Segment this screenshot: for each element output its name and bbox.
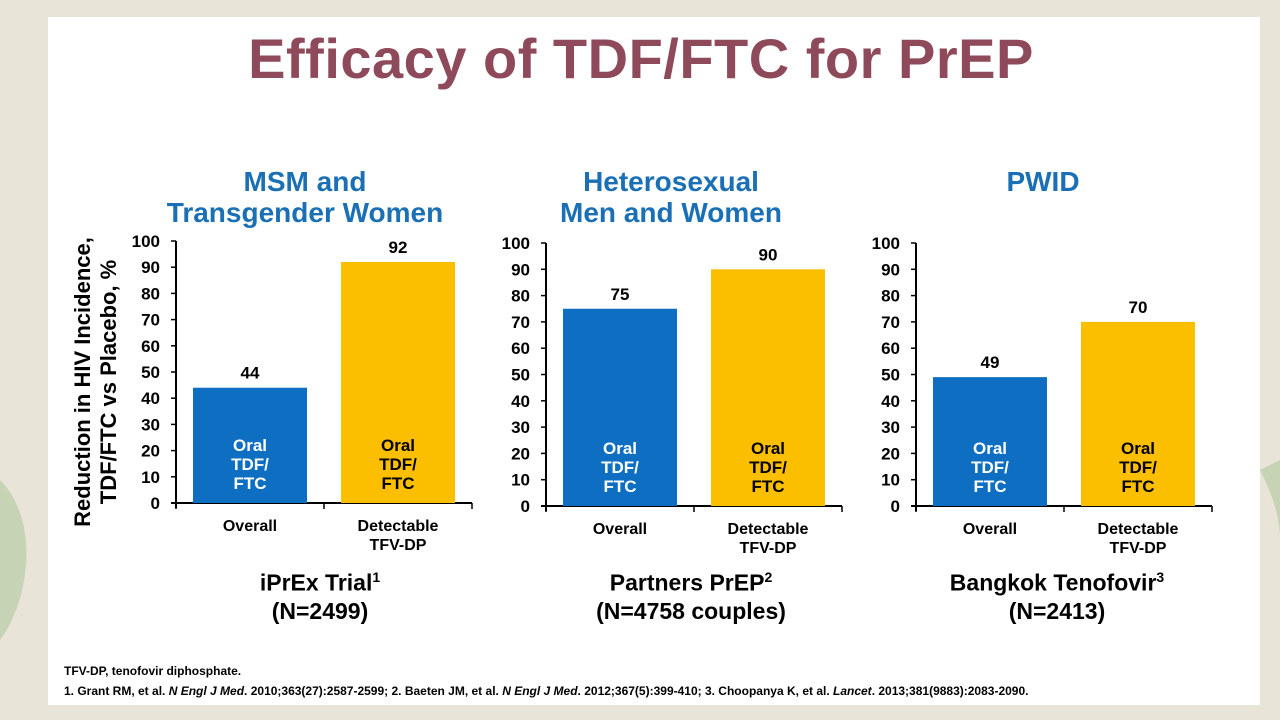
y-tick-label-msm: 60 [141,337,160,356]
ref3-authors: 3. Choopanya K, et al. [705,684,833,698]
y-tick-label-heterosexual: 60 [511,339,530,358]
study-name-partners: Partners PrEP2 [510,563,872,597]
bar-inner-label-pwid-1: FTC [1121,477,1154,496]
y-tick-label-heterosexual: 10 [511,471,530,490]
bar-inner-label-heterosexual-1: Oral [751,439,785,458]
bar-inner-label-heterosexual-0: TDF/ [601,458,639,477]
category-label-heterosexual-1: TFV-DP [740,540,797,557]
bar-inner-label-pwid-0: TDF/ [971,458,1009,477]
ref1-authors: 1. Grant RM, et al. [64,684,169,698]
bar-value-label-msm-0: 44 [241,364,260,383]
panel-subtitle-iprex: iPrEx Trial1 (N=2499) [140,563,500,625]
y-tick-label-pwid: 60 [881,339,900,358]
footnote-references: 1. Grant RM, et al. N Engl J Med. 2010;3… [64,681,1028,701]
bar-inner-label-msm-0: Oral [233,436,267,455]
ref1-journal: N Engl J Med [169,684,244,698]
study-ref-bangkok: 3 [1156,569,1164,585]
y-tick-label-pwid: 80 [881,287,900,306]
bar-inner-label-heterosexual-0: FTC [603,477,636,496]
bar-inner-label-msm-0: TDF/ [231,455,269,474]
panel-subtitle-partners: Partners PrEP2 (N=4758 couples) [510,563,872,625]
bar-inner-label-msm-0: FTC [233,474,266,493]
study-name-partners-text: Partners PrEP [610,570,765,596]
bar-inner-label-heterosexual-1: FTC [751,477,784,496]
y-tick-label-pwid: 0 [891,497,900,516]
category-label-pwid-0: Overall [963,521,1017,538]
ref3-journal: Lancet [833,684,872,698]
y-tick-label-msm: 70 [141,311,160,330]
y-tick-label-msm: 90 [141,258,160,277]
study-name-iprex-text: iPrEx Trial [260,570,373,596]
y-tick-label-pwid: 10 [881,471,900,490]
y-tick-label-heterosexual: 70 [511,313,530,332]
y-tick-label-heterosexual: 80 [511,287,530,306]
category-label-msm-1: Detectable [358,518,439,535]
bar-inner-label-msm-1: TDF/ [379,455,417,474]
y-tick-label-heterosexual: 40 [511,392,530,411]
category-label-heterosexual-0: Overall [593,521,647,538]
bar-inner-label-pwid-0: FTC [973,477,1006,496]
category-label-pwid-1: TFV-DP [1110,540,1167,557]
study-n-iprex: (N=2499) [140,597,500,625]
ref2-authors: 2. Baeten JM, et al. [391,684,502,698]
ref2-citation: . 2012;367(5):399-410; [578,684,705,698]
y-tick-label-pwid: 30 [881,418,900,437]
study-n-bangkok: (N=2413) [880,597,1234,625]
bar-inner-label-pwid-1: Oral [1121,439,1155,458]
y-tick-label-heterosexual: 30 [511,418,530,437]
bar-inner-label-msm-1: FTC [381,474,414,493]
ref2-journal: N Engl J Med [502,684,577,698]
bar-inner-label-msm-1: Oral [381,436,415,455]
bar-value-label-msm-1: 92 [389,238,408,257]
y-tick-label-msm: 20 [141,442,160,461]
bar-inner-label-pwid-0: Oral [973,439,1007,458]
y-tick-label-heterosexual: 20 [511,444,530,463]
bar-inner-label-heterosexual-0: Oral [603,439,637,458]
ref1-citation: . 2010;363(27):2587-2599; [244,684,391,698]
category-label-pwid-1: Detectable [1098,521,1179,538]
category-label-msm-1: TFV-DP [370,537,427,554]
y-tick-label-pwid: 70 [881,313,900,332]
y-tick-label-msm: 0 [151,494,160,513]
study-name-bangkok-text: Bangkok Tenofovir [950,570,1157,596]
y-tick-label-heterosexual: 0 [521,497,530,516]
y-tick-label-heterosexual: 90 [511,260,530,279]
footnotes: TFV-DP, tenofovir diphosphate. 1. Grant … [64,661,1028,701]
study-ref-iprex: 1 [372,569,380,585]
y-tick-label-msm: 30 [141,415,160,434]
y-tick-label-heterosexual: 100 [502,234,530,253]
study-n-partners: (N=4758 couples) [510,597,872,625]
y-tick-label-pwid: 90 [881,260,900,279]
bar-inner-label-heterosexual-1: TDF/ [749,458,787,477]
footnote-abbreviation: TFV-DP, tenofovir diphosphate. [64,661,1028,681]
y-tick-label-msm: 10 [141,468,160,487]
study-name-bangkok: Bangkok Tenofovir3 [880,563,1234,597]
bar-value-label-heterosexual-0: 75 [611,285,630,304]
y-tick-label-msm: 50 [141,363,160,382]
bar-value-label-pwid-0: 49 [981,353,1000,372]
y-tick-label-pwid: 100 [872,234,900,253]
category-label-msm-0: Overall [223,518,277,535]
bar-value-label-pwid-1: 70 [1129,298,1148,317]
panel-subtitle-bangkok: Bangkok Tenofovir3 (N=2413) [880,563,1234,625]
category-label-heterosexual-1: Detectable [728,521,809,538]
y-tick-label-msm: 100 [132,232,160,251]
ref3-citation: . 2013;381(9883):2083-2090. [872,684,1029,698]
bar-inner-label-pwid-1: TDF/ [1119,458,1157,477]
y-tick-label-pwid: 50 [881,366,900,385]
y-tick-label-pwid: 20 [881,444,900,463]
y-tick-label-msm: 80 [141,284,160,303]
study-ref-partners: 2 [764,569,772,585]
bar-value-label-heterosexual-1: 90 [759,245,778,264]
y-tick-label-pwid: 40 [881,392,900,411]
y-tick-label-heterosexual: 50 [511,366,530,385]
study-name-iprex: iPrEx Trial1 [140,563,500,597]
y-tick-label-msm: 40 [141,389,160,408]
